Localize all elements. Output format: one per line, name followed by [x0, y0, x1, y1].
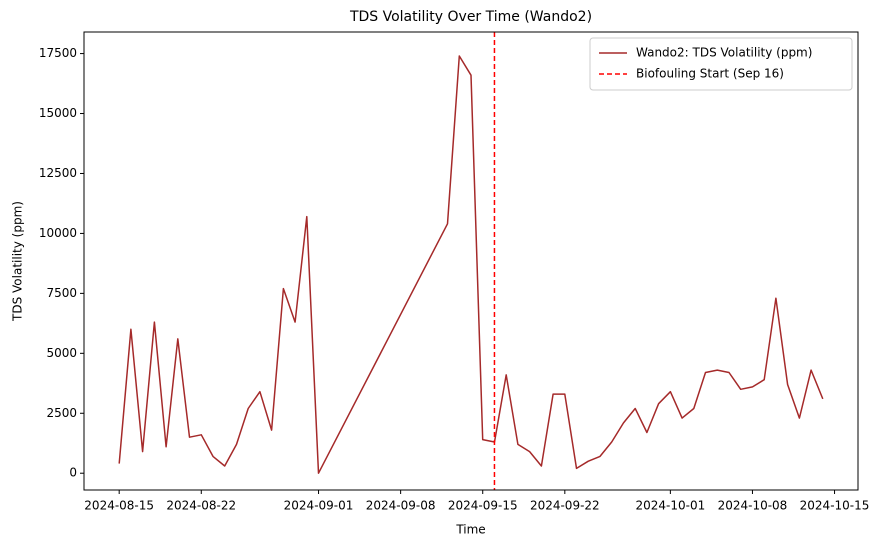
y-tick-label: 5000 — [46, 346, 77, 360]
y-tick-label: 7500 — [46, 286, 77, 300]
y-tick-label: 12500 — [39, 166, 77, 180]
x-tick-label: 2024-08-15 — [84, 499, 154, 513]
y-tick-label: 2500 — [46, 406, 77, 420]
legend-box — [589, 37, 853, 91]
y-tick-label: 15000 — [39, 106, 77, 120]
data-line — [118, 55, 824, 474]
x-tick-label: 2024-09-01 — [284, 499, 354, 513]
y-tick-label: 0 — [69, 466, 77, 480]
x-tick-label: 2024-09-08 — [366, 499, 436, 513]
plot-frame — [83, 31, 859, 491]
y-tick-label: 10000 — [39, 226, 77, 240]
legend-label: Biofouling Start (Sep 16) — [636, 67, 784, 81]
legend-label: Wando2: TDS Volatility (ppm) — [636, 46, 812, 60]
x-tick-label: 2024-09-22 — [530, 499, 600, 513]
x-tick-label: 2024-08-22 — [166, 499, 236, 513]
legend: Wando2: TDS Volatility (ppm) Biofouling S… — [589, 37, 853, 91]
chart-title: TDS Volatility Over Time (Wando2) — [349, 9, 592, 25]
x-tick-label: 2024-09-15 — [448, 499, 518, 513]
x-axis-label: Time — [455, 523, 485, 537]
x-tick-label: 2024-10-01 — [635, 499, 705, 513]
y-axis-label: TDS Volatility (ppm) — [11, 201, 25, 322]
y-tick-label: 17500 — [39, 46, 77, 60]
x-tick-label: 2024-10-08 — [718, 499, 788, 513]
x-tick-label: 2024-10-15 — [800, 499, 870, 513]
